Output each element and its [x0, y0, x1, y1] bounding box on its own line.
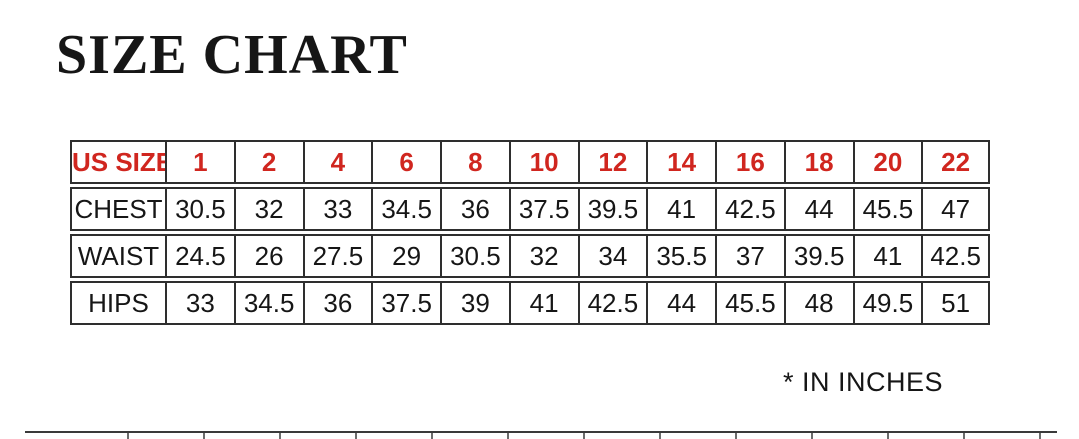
page-title: SIZE CHART: [56, 24, 408, 86]
measurement-value-cell: 36: [440, 187, 509, 231]
row-label-cell: CHEST: [70, 187, 165, 231]
measurement-value-cell: 39.5: [577, 187, 647, 231]
measurement-value-cell: 32: [233, 187, 303, 231]
measurement-value-cell: 33: [165, 281, 234, 325]
size-header-row: US SIZE 1 2 4 6 8 10 12 14 16 18 20 22: [70, 140, 990, 184]
measurement-value-cell: 32: [508, 234, 578, 278]
size-header-cell: 16: [715, 140, 784, 184]
size-header-cell: 8: [440, 140, 509, 184]
us-size-header-cell: US SIZE: [70, 140, 165, 184]
size-header-cell: 2: [233, 140, 303, 184]
size-header-cell: 1: [165, 140, 234, 184]
size-header-cell: 18: [783, 140, 853, 184]
measurement-value-cell: 41: [852, 234, 922, 278]
size-header-cell: 12: [577, 140, 647, 184]
measurement-value-cell: 30.5: [440, 234, 509, 278]
measurement-value-cell: 41: [646, 187, 715, 231]
measurement-value-cell: 42.5: [921, 234, 990, 278]
bottom-divider-line: [25, 431, 1057, 439]
size-header-cell: 20: [852, 140, 922, 184]
measurement-value-cell: 51: [921, 281, 990, 325]
size-header-cell: 6: [371, 140, 440, 184]
measurement-value-cell: 34: [577, 234, 647, 278]
measurement-value-cell: 39: [440, 281, 509, 325]
measurement-value-cell: 44: [783, 187, 853, 231]
measurement-row: CHEST 30.5 32 33 34.5 36 37.5 39.5 41 42.5 44 45.5 4…: [70, 187, 990, 231]
measurement-value-cell: 34.5: [371, 187, 440, 231]
measurement-value-cell: 24.5: [165, 234, 234, 278]
units-footnote: * IN INCHES: [783, 367, 944, 397]
measurement-value-cell: 37.5: [508, 187, 578, 231]
size-header-cell: 14: [646, 140, 715, 184]
measurement-value-cell: 26: [233, 234, 303, 278]
measurement-value-cell: 49.5: [852, 281, 922, 325]
measurement-value-cell: 41: [508, 281, 578, 325]
measurement-value-cell: 47: [921, 187, 990, 231]
measurement-value-cell: 45.5: [715, 281, 784, 325]
measurement-row: WAIST 24.5 26 27.5 29 30.5 32 34 35.5 37 39.5 41 42.…: [70, 234, 990, 278]
measurement-value-cell: 44: [646, 281, 715, 325]
measurement-value-cell: 36: [302, 281, 372, 325]
size-header-cell: 22: [921, 140, 990, 184]
measurement-value-cell: 45.5: [852, 187, 922, 231]
size-chart-table: US SIZE 1 2 4 6 8 10 12 14 16 18 20 22 CHEST 30.5 32 33…: [70, 137, 990, 328]
measurement-value-cell: 39.5: [783, 234, 853, 278]
measurement-value-cell: 34.5: [233, 281, 303, 325]
size-table-header: US SIZE 1 2 4 6 8 10 12 14 16 18 20 22: [70, 140, 990, 184]
measurement-value-cell: 29: [371, 234, 440, 278]
measurement-value-cell: 30.5: [165, 187, 234, 231]
row-label-cell: WAIST: [70, 234, 165, 278]
measurement-value-cell: 37: [715, 234, 784, 278]
measurement-value-cell: 35.5: [646, 234, 715, 278]
measurement-value-cell: 48: [783, 281, 853, 325]
size-header-cell: 4: [302, 140, 372, 184]
measurement-value-cell: 27.5: [302, 234, 372, 278]
measurement-value-cell: 42.5: [577, 281, 647, 325]
measurement-value-cell: 42.5: [715, 187, 784, 231]
row-label-cell: HIPS: [70, 281, 165, 325]
size-header-cell: 10: [508, 140, 578, 184]
measurement-row: HIPS 33 34.5 36 37.5 39 41 42.5 44 45.5 48 49.5 51: [70, 281, 990, 325]
measurement-value-cell: 37.5: [371, 281, 440, 325]
measurement-value-cell: 33: [302, 187, 372, 231]
